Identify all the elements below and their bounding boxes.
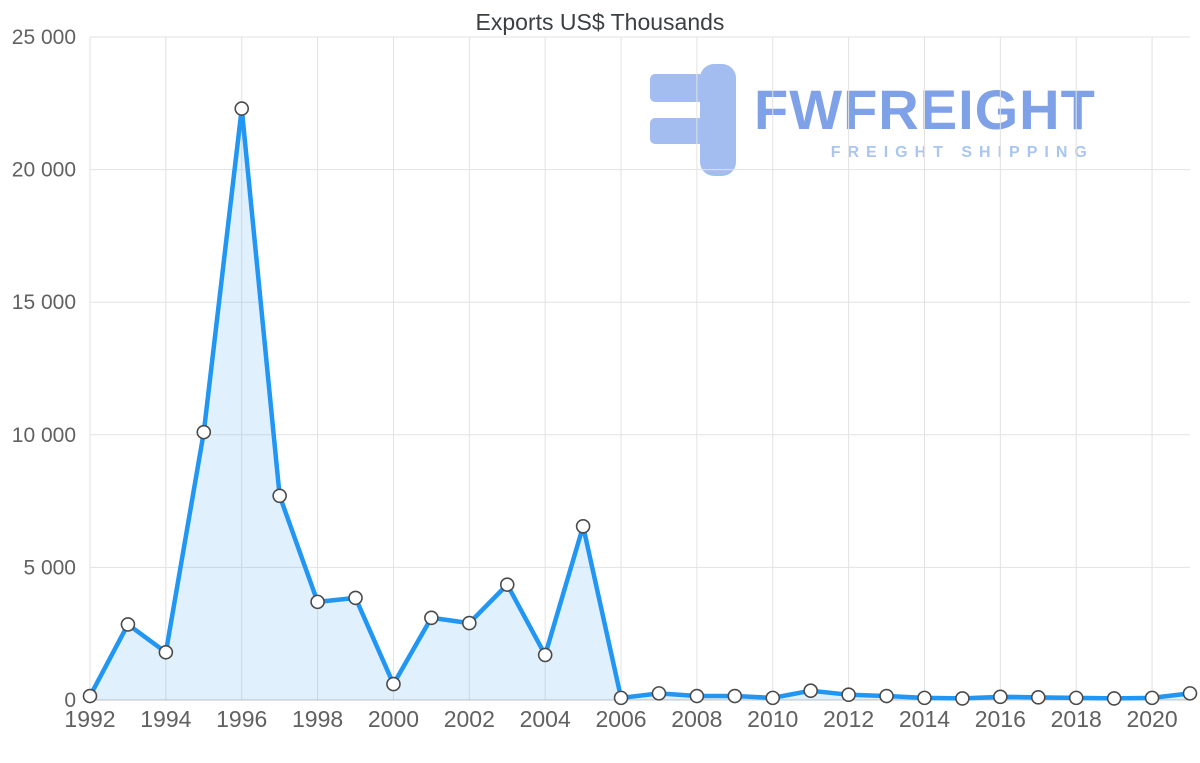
svg-text:2006: 2006 (595, 706, 646, 732)
svg-text:2016: 2016 (975, 706, 1026, 732)
svg-text:2010: 2010 (747, 706, 798, 732)
svg-text:2004: 2004 (520, 706, 571, 732)
svg-text:1996: 1996 (216, 706, 267, 732)
svg-text:20 000: 20 000 (12, 159, 76, 182)
svg-text:15 000: 15 000 (12, 291, 76, 314)
svg-text:1998: 1998 (292, 706, 343, 732)
svg-text:2018: 2018 (1051, 706, 1102, 732)
svg-text:2008: 2008 (671, 706, 722, 732)
svg-text:2012: 2012 (823, 706, 874, 732)
svg-text:1992: 1992 (64, 706, 115, 732)
svg-text:10 000: 10 000 (12, 424, 76, 447)
svg-text:2000: 2000 (368, 706, 419, 732)
svg-text:0: 0 (64, 689, 76, 712)
svg-text:1994: 1994 (140, 706, 191, 732)
svg-text:2020: 2020 (1126, 706, 1177, 732)
svg-text:2002: 2002 (444, 706, 495, 732)
svg-text:25 000: 25 000 (12, 26, 76, 49)
svg-text:2014: 2014 (899, 706, 950, 732)
svg-text:5 000: 5 000 (23, 556, 76, 579)
